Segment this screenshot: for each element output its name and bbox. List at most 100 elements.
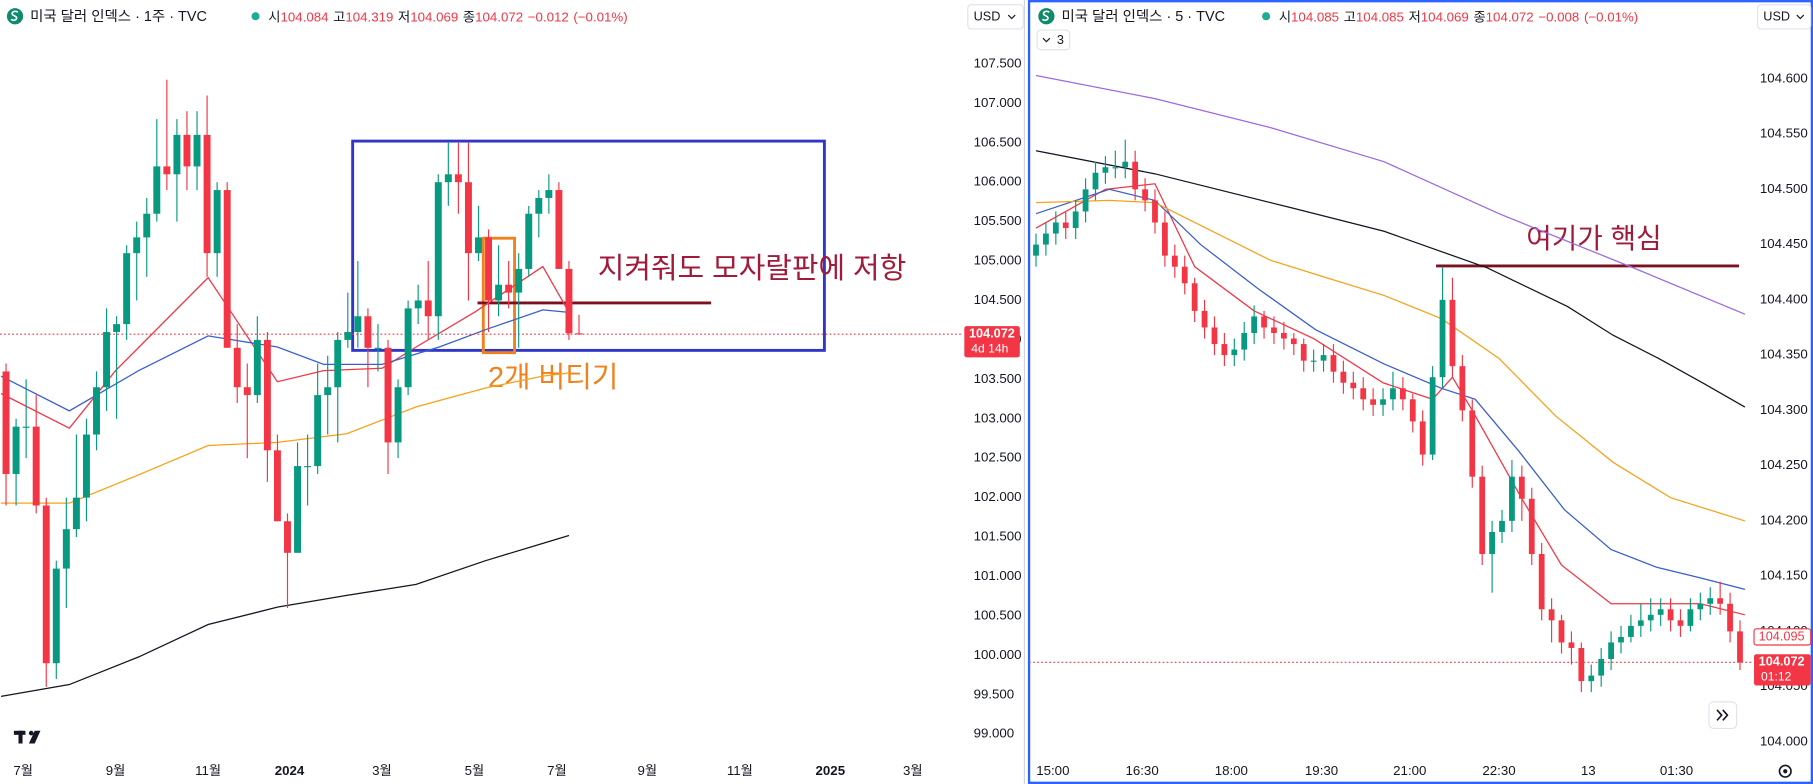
y-tick-label: 104.200 [1760,512,1808,527]
candle-body [1687,609,1694,626]
candle-body [1271,327,1277,334]
candle-body [525,213,533,269]
candle-body [1538,554,1545,610]
annotation-text: 여기가 핵심 [1526,223,1661,254]
candle-body [1737,631,1743,663]
moving-average-line [1,372,570,504]
y-tick-label: 104.600 [1760,70,1808,85]
candle-body [1578,647,1585,682]
candle-body [123,253,131,325]
candle-body [1072,211,1079,229]
candle-body [424,300,432,317]
candle-body [1201,310,1208,328]
x-tick-label: 3월 [903,763,923,778]
x-tick-label: 9월 [638,763,658,778]
candle-body [42,505,50,664]
ma-price-tag [1753,628,1812,646]
candle-body [1618,636,1624,643]
y-tick-label: 100.000 [974,647,1022,662]
currency-button[interactable]: USD [967,4,1024,30]
candle-body [1459,366,1466,411]
candle-body [1320,355,1327,361]
x-tick-label: 11월 [727,763,753,778]
candle-body [1300,344,1307,361]
currency-label: USD [1763,9,1790,24]
candle-body [1171,255,1178,267]
x-tick-label: 9월 [106,763,126,778]
y-tick-label: 106.000 [974,174,1022,189]
y-tick-label: 99.500 [974,686,1015,701]
candle-body [1419,421,1426,455]
candle-body [1211,327,1218,345]
moving-average-line [0,265,570,429]
y-tick-label: 104.500 [1760,181,1808,196]
candle-body [1677,620,1684,626]
x-tick-label: 15:00 [1036,763,1069,778]
candle-body [82,434,90,498]
y-tick-label: 104.400 [1760,291,1808,306]
candle-body [1608,642,1614,660]
candle-body [304,466,312,468]
scroll-to-realtime-button[interactable] [1708,701,1738,730]
y-tick-label: 103.000 [974,410,1022,425]
tv-logo [13,730,41,744]
candle-body [1102,167,1109,173]
symbol-icon-glyph [10,10,19,22]
candle-body [575,333,583,335]
candle-body [1132,161,1139,190]
candle-body [2,371,10,474]
candle-body [1479,476,1486,555]
change-percent: (−0.01%) [573,9,627,24]
indicators-toggle[interactable]: 3 [1036,29,1071,51]
candle-body [1697,603,1704,610]
y-tick-label: 103.500 [974,371,1022,386]
y-tick-label: 100.500 [974,607,1022,622]
countdown-label: 01:12 [1761,670,1792,684]
candle-body [1082,189,1089,212]
candle-body [273,450,281,522]
candle-body [374,347,382,349]
candle-body [294,466,302,553]
candle-body [1310,360,1317,362]
candle-body [364,316,372,348]
change-value: −0.012 [528,9,569,24]
settings-button[interactable] [1778,764,1792,778]
chart-pane: 99.000 99.500 100.000 100.500 101.000 101.500… [0,8,1022,778]
candle-body [1350,382,1357,389]
candle-body [334,339,342,388]
candle-body [1409,399,1416,422]
candle-body [1399,388,1406,400]
x-tick-label: 13 [1581,763,1596,778]
x-tick-label: 11월 [195,763,221,778]
candle-body [1191,283,1198,311]
candle-body [314,395,322,467]
moving-average-line [1035,74,1746,315]
candle-body [103,332,111,388]
candle-body [1112,167,1119,169]
indicator-count: 3 [1057,32,1064,47]
candle-body [444,174,452,183]
candle-body [213,190,221,254]
ohlc-label: 시 [268,9,280,24]
y-tick-label: 102.000 [974,489,1022,504]
y-tick-label: 101.500 [974,529,1022,544]
ohlc-value: 104.072 [475,9,523,24]
moving-average-line [0,309,570,412]
candle-body [183,134,191,167]
candle-body [404,308,412,388]
ohlc-label: 고 [1344,9,1356,24]
candle-body [515,268,523,293]
annotation-text: 2개 버티기 [488,362,618,394]
candle-body [1122,161,1129,168]
y-tick-label: 101.000 [974,568,1022,583]
candle-body [324,387,332,396]
candle-body [233,347,241,388]
moving-average-line [0,534,570,697]
currency-button[interactable]: USD [1756,4,1812,30]
y-tick-label: 102.500 [974,450,1022,465]
candle-body [284,521,291,553]
candle-body [344,332,352,340]
candle-body [475,237,482,254]
y-tick-label: 104.350 [1760,347,1808,362]
candle-body [12,426,20,474]
